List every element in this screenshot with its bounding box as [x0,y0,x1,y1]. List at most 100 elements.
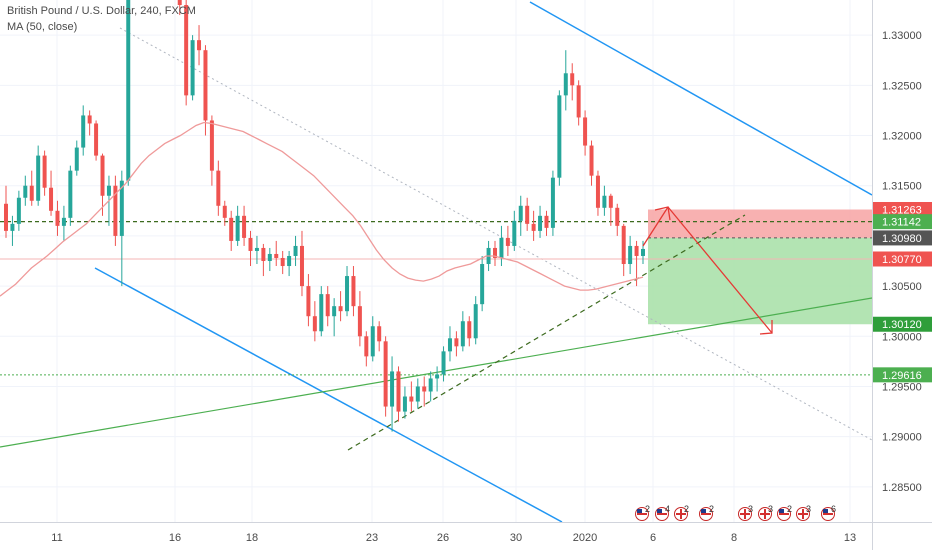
candle [608,193,613,226]
price-tag-label: 1.31263 [882,205,922,217]
price-tick-label: 1.32000 [882,131,922,143]
candle [499,225,504,267]
economic-event-marker[interactable]: 2 [635,504,651,521]
candle-body [248,237,253,251]
economic-event-marker[interactable]: 2 [699,504,715,521]
price-tag-entry: 1.31142 [873,214,932,230]
price-tag-box [873,316,932,332]
candle [447,326,452,362]
candle [383,336,388,417]
candle [42,150,47,196]
economic-event-marker[interactable]: 3 [758,504,774,521]
candle [10,215,15,246]
candle-body [119,180,124,236]
price-tick-label: 1.29000 [882,432,922,444]
candle-body [525,205,530,224]
candle-body [184,5,189,96]
arrow-up-leg [642,206,669,247]
candle-body [383,341,388,407]
candle-body [480,264,485,305]
candle-body [628,245,633,265]
candle-body [454,338,459,347]
event-count-label: 3 [768,504,773,514]
candle [177,0,182,16]
candle-body [447,338,452,352]
candle [583,110,588,156]
candle [325,286,330,327]
price-tag-label: 1.30980 [882,233,922,245]
price-tag-box [873,251,932,267]
us-flag-canton [637,509,642,513]
candle-body [473,304,478,339]
take-profit-zone [648,237,872,325]
candle [190,35,195,101]
candle-body [287,255,292,267]
candle [216,160,221,216]
candle-body [100,155,105,196]
channel-upper-line [529,1,872,196]
candle [563,50,568,111]
candle-body [299,245,304,287]
candle [68,165,73,226]
candle-body [229,217,234,241]
candle-body [493,247,498,258]
economic-event-marker[interactable]: 3 [738,504,754,521]
candle [615,203,620,236]
candle-body [222,205,227,218]
price-tag-support: 1.29616 [873,367,932,383]
candle [248,230,253,267]
event-count-label: 4 [665,504,670,514]
candle [61,205,66,241]
candle-body [538,215,543,231]
us-flag-canton [657,509,662,513]
candle [544,210,549,236]
candle [229,210,234,251]
economic-event-marker[interactable]: 2 [777,504,793,521]
candle [454,331,459,357]
candle [119,170,124,287]
candle-body [29,185,34,201]
us-flag-stripe [779,513,789,515]
candle [428,371,433,402]
dashed-support-trendline [347,214,746,451]
us-flag-stripe [657,513,667,515]
candle-body [177,0,182,6]
economic-event-marker[interactable]: 4 [655,504,671,521]
candle [242,205,247,246]
economic-event-marker[interactable]: 3 [796,504,812,521]
candle [538,205,543,238]
candle-body [242,215,247,238]
candle-body [402,396,407,412]
economic-event-marker[interactable]: 6 [821,504,837,521]
candle-body [81,115,86,148]
candle-body [274,253,279,258]
candle [518,195,523,236]
candle-body [61,217,66,226]
candle-body [544,215,549,228]
candle [357,291,362,347]
us-flag-canton [701,509,706,513]
arrow-down-leg [667,206,773,334]
candle [100,153,105,216]
candle-body [36,155,41,201]
indicator-legend: MA (50, close) [7,21,78,33]
candle [602,185,607,216]
price-tag-stop: 1.31263 [873,202,932,218]
candle-body [113,185,118,236]
candle-body [377,326,382,342]
candle [126,0,131,186]
candle-body [87,115,92,124]
candle [184,0,189,106]
candle [390,356,395,432]
event-count-label: 2 [709,504,714,514]
price-tick-label: 1.30500 [882,281,922,293]
candle [493,240,498,267]
price-tick-label: 1.31500 [882,181,922,193]
candle-body [370,326,375,357]
candle-body [550,177,555,228]
candle-body [435,374,440,379]
economic-event-marker[interactable]: 2 [674,504,690,521]
candle [4,185,8,238]
candle [628,235,633,275]
